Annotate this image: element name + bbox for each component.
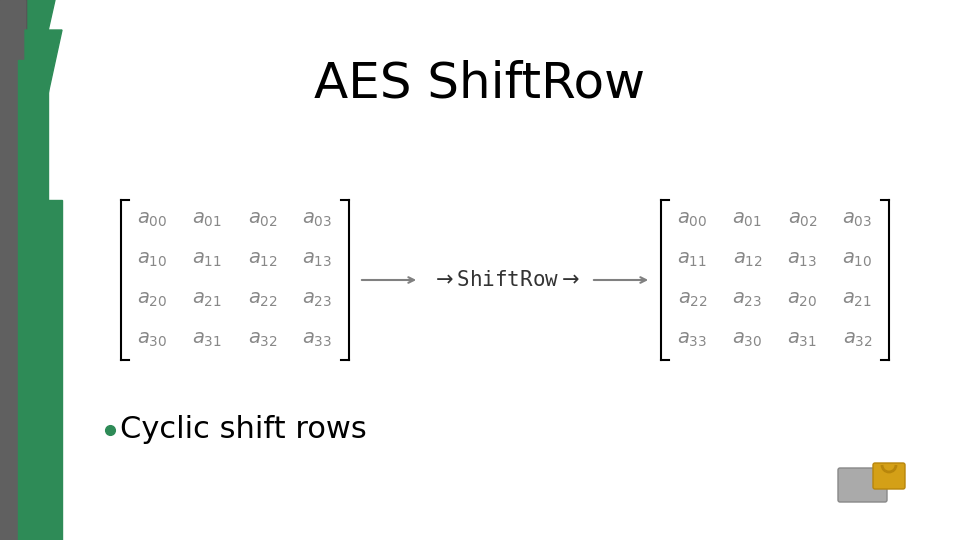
Polygon shape <box>25 30 62 200</box>
FancyBboxPatch shape <box>838 468 887 502</box>
Bar <box>0 0 28 540</box>
Text: $a_{10}$: $a_{10}$ <box>842 251 873 269</box>
Text: $a_{32}$: $a_{32}$ <box>843 331 873 349</box>
Text: $a_{02}$: $a_{02}$ <box>248 211 277 229</box>
Text: $a_{33}$: $a_{33}$ <box>678 331 708 349</box>
Text: $a_{21}$: $a_{21}$ <box>843 291 873 309</box>
Text: $a_{01}$: $a_{01}$ <box>193 211 223 229</box>
Text: $a_{21}$: $a_{21}$ <box>193 291 223 309</box>
Bar <box>18 60 48 460</box>
Bar <box>0 0 25 540</box>
Text: $a_{31}$: $a_{31}$ <box>787 331 818 349</box>
Text: $a_{32}$: $a_{32}$ <box>248 331 277 349</box>
Bar <box>25 200 62 540</box>
Text: $a_{31}$: $a_{31}$ <box>193 331 223 349</box>
Text: $a_{00}$: $a_{00}$ <box>678 211 708 229</box>
Text: $a_{13}$: $a_{13}$ <box>787 251 818 269</box>
Text: Cyclic shift rows: Cyclic shift rows <box>120 415 367 444</box>
Text: $a_{30}$: $a_{30}$ <box>137 331 168 349</box>
Text: $a_{23}$: $a_{23}$ <box>732 291 762 309</box>
Text: $a_{03}$: $a_{03}$ <box>843 211 873 229</box>
Text: $a_{11}$: $a_{11}$ <box>193 251 223 269</box>
Text: $a_{13}$: $a_{13}$ <box>302 251 332 269</box>
Text: $a_{02}$: $a_{02}$ <box>787 211 818 229</box>
Text: $a_{12}$: $a_{12}$ <box>732 251 762 269</box>
Polygon shape <box>28 0 55 120</box>
Text: $a_{22}$: $a_{22}$ <box>678 291 708 309</box>
Text: $a_{12}$: $a_{12}$ <box>248 251 277 269</box>
Text: $a_{23}$: $a_{23}$ <box>302 291 332 309</box>
Text: $a_{20}$: $a_{20}$ <box>787 291 818 309</box>
Text: $a_{33}$: $a_{33}$ <box>302 331 332 349</box>
Text: $a_{10}$: $a_{10}$ <box>137 251 168 269</box>
Text: $a_{03}$: $a_{03}$ <box>302 211 332 229</box>
Text: $a_{22}$: $a_{22}$ <box>248 291 277 309</box>
Text: $a_{11}$: $a_{11}$ <box>678 251 708 269</box>
Text: $a_{30}$: $a_{30}$ <box>732 331 762 349</box>
Bar <box>18 460 48 540</box>
Text: $a_{00}$: $a_{00}$ <box>137 211 168 229</box>
Text: AES ShiftRow: AES ShiftRow <box>315 60 645 108</box>
Text: $\rightarrow \mathtt{ShiftRow} \rightarrow$: $\rightarrow \mathtt{ShiftRow} \rightarr… <box>431 270 580 290</box>
Text: $a_{20}$: $a_{20}$ <box>137 291 168 309</box>
FancyBboxPatch shape <box>873 463 905 489</box>
Text: $a_{01}$: $a_{01}$ <box>732 211 762 229</box>
